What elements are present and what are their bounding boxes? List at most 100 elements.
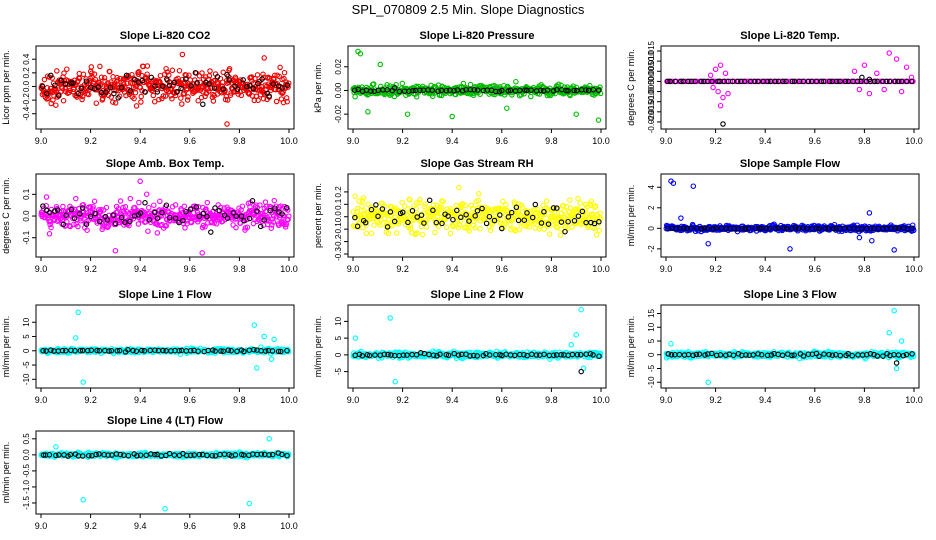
subset-point xyxy=(883,78,890,85)
x-tick-label: 9.2 xyxy=(709,136,722,146)
data-point xyxy=(909,222,916,228)
subset-point xyxy=(77,211,83,217)
subset-point xyxy=(224,215,231,221)
x-tick-label: 9.4 xyxy=(446,136,459,146)
y-tick-label: -2 xyxy=(647,245,656,253)
data-point xyxy=(385,230,392,237)
data-point xyxy=(162,93,169,99)
data-point xyxy=(468,202,475,209)
data-point xyxy=(269,216,276,222)
subset-point xyxy=(579,208,586,215)
subset-point xyxy=(269,348,276,354)
subset-point xyxy=(821,351,827,357)
data-point xyxy=(449,113,455,120)
data-point xyxy=(352,93,358,100)
data-point xyxy=(195,97,201,104)
data-point xyxy=(169,95,175,102)
subset-point xyxy=(898,78,905,85)
data-point xyxy=(271,336,277,343)
subset-point xyxy=(172,215,179,221)
data-point xyxy=(523,223,529,229)
data-point xyxy=(144,63,151,69)
y-tick-label: -0.2 xyxy=(22,93,31,107)
subset-point xyxy=(474,353,480,359)
y-tick-label: 5 xyxy=(22,334,31,339)
data-point xyxy=(138,99,144,105)
subset-point xyxy=(159,209,165,216)
subset-point xyxy=(842,78,849,85)
subset-point xyxy=(94,347,100,354)
chart-title: Slope Li-820 Temp. xyxy=(740,30,839,42)
chart-title: Slope Line 4 (LT) Flow xyxy=(107,415,223,427)
y-tick-label: 0.2 xyxy=(334,186,343,198)
subset-point xyxy=(805,78,812,85)
data-point xyxy=(283,95,290,101)
data-point xyxy=(85,91,92,98)
data-point xyxy=(75,223,81,230)
data-point xyxy=(886,330,892,336)
subset-point xyxy=(454,207,460,214)
subset-point xyxy=(110,212,117,218)
data-point xyxy=(252,75,258,82)
subset-point xyxy=(791,352,797,358)
x-tick-label: 9.6 xyxy=(496,136,509,146)
subset-point xyxy=(595,87,602,94)
data-point xyxy=(132,89,139,96)
data-point xyxy=(891,308,897,314)
data-point xyxy=(98,74,105,81)
subset-point xyxy=(677,225,683,231)
y-tick-label: 0.00 xyxy=(334,82,343,98)
subset-point xyxy=(903,78,910,85)
data-point xyxy=(61,70,67,76)
data-point xyxy=(417,196,423,203)
subset-point xyxy=(160,347,166,354)
subset-point xyxy=(429,87,435,94)
subset-point xyxy=(800,78,806,85)
data-point xyxy=(438,204,445,211)
data-point xyxy=(487,227,494,234)
data-point xyxy=(157,72,164,79)
data-point xyxy=(73,195,79,202)
subset-point xyxy=(118,214,125,221)
subset-point xyxy=(270,81,276,87)
subset-point xyxy=(550,205,557,211)
subset-point xyxy=(193,204,200,210)
data-point xyxy=(556,215,562,222)
subset-point xyxy=(122,219,128,226)
data-point xyxy=(851,68,858,75)
subset-point xyxy=(79,205,86,211)
subset-point xyxy=(139,347,145,354)
y-axis-label: ml/min per min. xyxy=(313,316,323,378)
subset-point xyxy=(849,352,855,359)
subset-point xyxy=(471,87,478,93)
x-tick-label: 9.2 xyxy=(709,395,722,405)
subset-point xyxy=(267,207,273,214)
data-point xyxy=(881,86,887,93)
data-point xyxy=(516,227,523,233)
subset-point xyxy=(87,213,94,220)
subset-point xyxy=(834,78,840,85)
subset-point xyxy=(275,348,282,355)
data-point xyxy=(67,87,73,94)
subset-point xyxy=(833,225,840,232)
subset-point xyxy=(701,225,708,231)
subset-point xyxy=(825,225,831,232)
data-point xyxy=(458,218,464,224)
subset-point xyxy=(709,78,715,85)
subset-point xyxy=(837,352,844,359)
subset-point xyxy=(71,215,78,221)
subset-point xyxy=(745,225,752,232)
data-point xyxy=(257,202,263,208)
subset-point xyxy=(871,78,878,85)
y-tick-label: 10 xyxy=(334,316,343,325)
data-point xyxy=(557,232,564,238)
subset-point xyxy=(373,202,379,208)
subset-point xyxy=(789,225,795,232)
x-tick-label: 9.8 xyxy=(233,521,246,531)
subset-point xyxy=(587,351,594,357)
subset-point xyxy=(821,78,827,85)
subset-point xyxy=(588,219,594,226)
subset-point xyxy=(826,351,832,358)
